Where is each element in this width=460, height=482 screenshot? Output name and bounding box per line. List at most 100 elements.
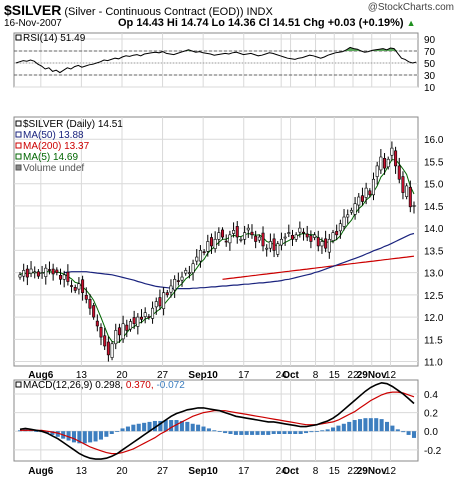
candle-body [151, 307, 155, 319]
candle-body [191, 263, 195, 273]
candle-body [18, 274, 22, 278]
macd-histogram-bar [88, 431, 93, 443]
candle-body [22, 270, 26, 277]
candle-body [268, 241, 272, 249]
macd-histogram-bar [325, 429, 330, 432]
y-tick-label: 12.0 [424, 313, 444, 324]
macd-histogram-bar [131, 424, 136, 432]
macd-histogram-bar [109, 431, 114, 434]
candle-body [110, 343, 114, 358]
candle-body [180, 276, 184, 281]
macd-histogram-bar [217, 431, 222, 433]
x-tick-label: 27 [157, 370, 169, 381]
y-tick-label: 12.5 [424, 291, 444, 302]
candle-body [272, 238, 276, 251]
candle-body [121, 323, 125, 340]
y-tick-label: 13.0 [424, 269, 444, 280]
x-tick-label: 8 [313, 466, 319, 477]
symbol: $SILVER [4, 2, 62, 18]
candle-body [77, 283, 81, 290]
x-tick-label: 22 [347, 466, 359, 477]
macd-histogram-bar [271, 431, 276, 434]
candle-body [394, 150, 398, 167]
candle-body [128, 321, 132, 330]
macd-histogram-bar [50, 431, 55, 435]
candle-body [92, 305, 96, 318]
candle-body [279, 238, 283, 246]
y-tick-label: 0.4 [424, 390, 438, 401]
candle-body [349, 210, 353, 213]
macd-histogram-bar [120, 428, 125, 432]
x-tick-label: 29Nov [357, 370, 387, 381]
candle-body [117, 327, 121, 336]
y-tick-label: 15.5 [424, 157, 444, 168]
candle-body [397, 165, 401, 180]
y-tick-label: -0.2 [424, 446, 442, 457]
price-panel: 16.0 15.5 15.0 14.5 14.0 13.5 13.0 12.5 12.0 11.5… [13, 116, 444, 369]
x-tick-label: 20 [116, 466, 128, 477]
candle-body [40, 272, 44, 274]
candle-body [390, 147, 394, 156]
candle-body [412, 205, 416, 207]
macd-histogram-bar [206, 428, 211, 432]
candle-body [209, 237, 213, 247]
candle-body [132, 317, 136, 325]
candle-body [298, 227, 302, 233]
legend-entry: MA(50) 13.88 [23, 130, 84, 141]
candle-body [371, 178, 375, 196]
candle-body [331, 232, 335, 241]
macd-legend-swatch [15, 381, 22, 388]
candle-body [51, 268, 55, 275]
rsi-line [15, 46, 417, 74]
ma50-line [64, 232, 415, 290]
macd-histogram-bar [347, 421, 352, 432]
y-tick-label: 90 [424, 35, 436, 46]
x-tick-label: 15 [329, 466, 341, 477]
macd-histogram-bar [358, 419, 363, 432]
macd-histogram-bar [136, 423, 141, 432]
x-tick-label: 15 [329, 370, 341, 381]
candle-body [324, 238, 328, 249]
macd-histogram-bar [152, 420, 157, 432]
candle-body [59, 274, 63, 280]
candle-body [195, 256, 199, 262]
panel-frame [13, 379, 419, 462]
candle-body [176, 280, 180, 282]
candle-body [154, 301, 158, 308]
macd-histogram-bar [379, 419, 384, 432]
macd-histogram-bar [352, 420, 357, 432]
candle-body [84, 295, 88, 300]
macd-histogram-bar [82, 431, 87, 444]
candle-body [232, 230, 236, 234]
x-tick-label: 22 [347, 370, 359, 381]
legend-entry: $SILVER (Daily) 14.51 [23, 119, 123, 130]
macd-histogram-bar [125, 426, 130, 432]
candle-body [70, 285, 74, 287]
candle-body [338, 223, 342, 232]
macd-histogram-bar [406, 431, 411, 435]
rsi-legend-swatch [15, 34, 22, 41]
x-tick-label: Oct [282, 466, 299, 477]
macd-histogram-bar [185, 421, 190, 432]
candle-body [66, 271, 70, 282]
y-tick-label: 11.5 [424, 335, 443, 346]
candle-body [335, 230, 339, 236]
candle-body [250, 231, 254, 236]
candle-body [257, 236, 261, 241]
candle-body [364, 187, 368, 198]
candle-body [294, 234, 298, 240]
x-tick-label: Sep10 [188, 466, 218, 477]
candle-body [44, 267, 48, 277]
legend-swatch [15, 164, 22, 171]
chart-date: 16-Nov-2007 [4, 18, 62, 29]
x-tick-label: 8 [313, 370, 319, 381]
x-tick-label: 24 [276, 370, 288, 381]
candle-body [158, 297, 162, 307]
macd-histogram-bar [368, 418, 373, 432]
y-tick-label: 50 [424, 59, 436, 70]
macd-histogram-bar [147, 421, 152, 432]
candle-body [36, 271, 40, 277]
